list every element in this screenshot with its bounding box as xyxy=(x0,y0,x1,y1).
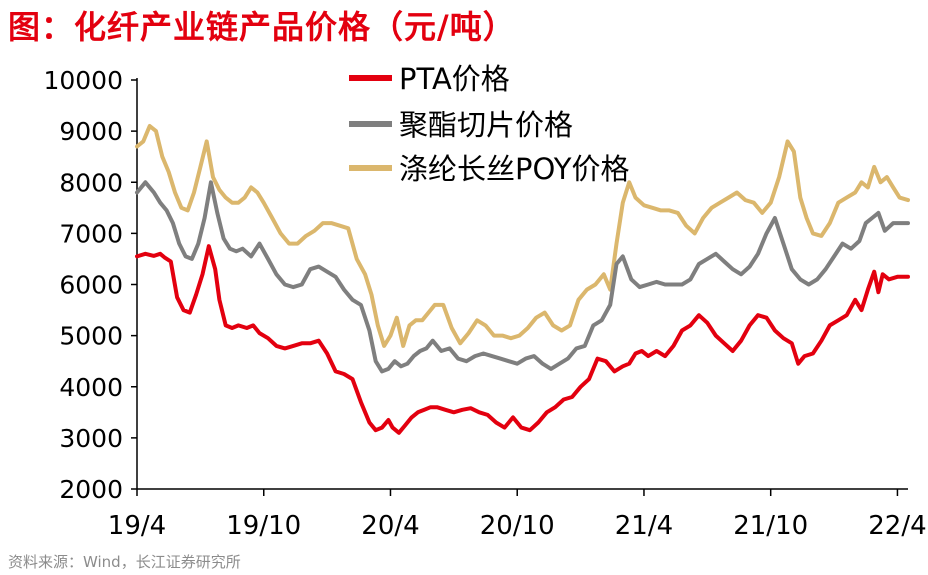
legend-label: PTA价格 xyxy=(399,62,510,96)
x-tick-label: 21/10 xyxy=(733,511,808,541)
y-tick-label: 10000 xyxy=(43,66,123,95)
y-tick-label: 8000 xyxy=(59,168,123,197)
y-tick-label: 7000 xyxy=(59,219,123,248)
legend-label: 聚酯切片价格 xyxy=(399,108,573,142)
series-line-聚酯切片价格 xyxy=(135,180,910,374)
x-axis: 19/4 19/10 20/4 20/10 21/4 21/10 22/4 xyxy=(108,488,927,541)
y-tick-label: 4000 xyxy=(59,373,123,402)
chart-title: 图：化纤产业链产品价格（元/吨） xyxy=(8,8,516,46)
y-tick-label: 9000 xyxy=(59,117,123,146)
x-tick-label: 19/10 xyxy=(226,511,301,541)
y-tick-label: 6000 xyxy=(59,271,123,300)
source-note: 资料来源：Wind，长江证券研究所 xyxy=(8,553,241,571)
series-lines xyxy=(135,124,910,435)
y-tick-label: 3000 xyxy=(59,424,123,453)
y-axis: 2000 3000 4000 5000 6000 7000 8000 9000 10000 xyxy=(43,66,138,504)
x-tick-label: 19/4 xyxy=(108,511,166,541)
series-line-PTA价格 xyxy=(135,244,910,435)
y-tick-label: 2000 xyxy=(59,475,123,504)
x-tick-label: 20/10 xyxy=(480,511,555,541)
y-tick-label: 5000 xyxy=(59,322,123,351)
x-tick-label: 20/4 xyxy=(361,511,419,541)
legend-label: 涤纶长丝POY价格 xyxy=(399,152,629,186)
x-tick-label: 21/4 xyxy=(615,511,673,541)
series-line-涤纶长丝POY价格 xyxy=(135,124,910,348)
x-tick-label: 22/4 xyxy=(868,511,926,541)
